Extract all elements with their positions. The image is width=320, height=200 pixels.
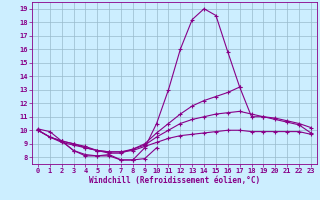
X-axis label: Windchill (Refroidissement éolien,°C): Windchill (Refroidissement éolien,°C) <box>89 176 260 185</box>
